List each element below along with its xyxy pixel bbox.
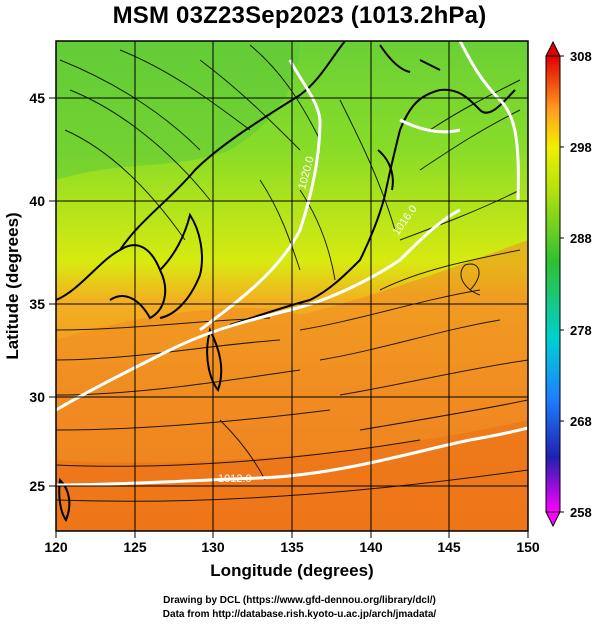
colorbar: 308 298 288 278 268 258 xyxy=(545,40,592,528)
credit-data-source: Data from http://database.rish.kyoto-u.a… xyxy=(162,609,437,620)
y-tick-label: 45 xyxy=(29,90,45,106)
coastlines xyxy=(56,41,516,523)
credit-drawing: Drawing by DCL (https://www.gfd-dennou.o… xyxy=(163,595,436,606)
x-axis-title: Longitude (degrees) xyxy=(210,561,373,580)
y-tick-label: 40 xyxy=(29,193,45,209)
colorbar-tick-label: 308 xyxy=(570,49,592,64)
colorbar-tick-label: 268 xyxy=(570,414,592,429)
x-tick-label: 120 xyxy=(44,539,68,555)
tick-marks xyxy=(49,97,529,538)
y-tick-label: 35 xyxy=(29,296,45,312)
y-axis-title: Latitude (degrees) xyxy=(3,212,22,359)
contour-label-1012: 1012.0 xyxy=(218,473,252,485)
x-tick-label: 135 xyxy=(280,539,304,555)
colorbar-tick-label: 278 xyxy=(570,323,592,338)
x-tick-label: 130 xyxy=(201,539,225,555)
x-tick-label: 145 xyxy=(437,539,461,555)
y-tick-label: 25 xyxy=(29,478,45,494)
pressure-contours xyxy=(56,41,528,487)
cool-north-region xyxy=(56,41,300,180)
x-tick-label: 125 xyxy=(123,539,147,555)
wind-streamlines xyxy=(56,44,528,502)
lat-lon-grid xyxy=(56,41,528,531)
colorbar-max-arrow xyxy=(545,40,561,57)
x-tick-label: 150 xyxy=(516,539,540,555)
y-tick-label: 30 xyxy=(29,389,45,405)
colorbar-min-arrow xyxy=(545,511,561,528)
colorbar-tick-label: 258 xyxy=(570,505,592,520)
colorbar-tick-label: 298 xyxy=(570,140,592,155)
colorbar-tick-label: 288 xyxy=(570,231,592,246)
x-tick-label: 140 xyxy=(359,539,383,555)
map-title: MSM 03Z23Sep2023 (1013.2hPa) xyxy=(112,2,487,29)
colorbar-bar xyxy=(545,55,561,513)
